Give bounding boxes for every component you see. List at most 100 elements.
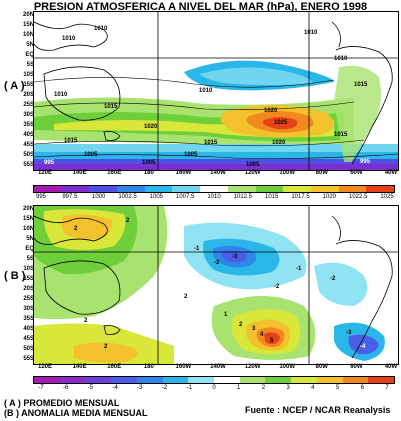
contour-label: 1005: [142, 160, 156, 166]
colorbar-swatch: [89, 186, 118, 192]
contour-label: -3: [346, 330, 352, 336]
lon-tick-label: 120E: [37, 364, 53, 370]
lon-tick-label: 60W: [350, 170, 363, 176]
lon-tick-label: 100W: [279, 170, 296, 176]
colorbar-tick-label: 995: [35, 194, 47, 200]
contour-label: 995: [360, 159, 371, 165]
colorbar-tick-label: 997.5: [62, 194, 78, 200]
colorbar-a-labels: 995 997.5 1000 1002.5 1005 1007.5 1010 1012.5 10…: [33, 194, 395, 203]
lon-tick-label: 160E: [107, 364, 122, 370]
colorbar-swatch: [366, 186, 394, 192]
lat-tick-label: 30S: [23, 306, 34, 312]
lon-tick-label: 80W: [315, 364, 328, 370]
lat-tick-label: 5N: [26, 42, 34, 48]
colorbar-tick-label: 4: [311, 385, 315, 391]
colorbar-tick-label: 1000: [91, 194, 106, 200]
colorbar-swatch: [338, 186, 367, 192]
colorbar-tick-label: 1017.5: [291, 194, 310, 200]
contour-label: -1: [194, 246, 200, 252]
lon-tick-label: 140E: [72, 364, 87, 370]
colorbar-tick-label: -1: [186, 385, 192, 391]
contour-label: 2: [104, 344, 108, 350]
lat-tick-label: 15N: [22, 216, 34, 222]
colorbar-swatch: [310, 186, 339, 192]
lat-tick-label: 15S: [23, 82, 34, 88]
lat-tick-label: 30S: [23, 112, 34, 118]
colorbar-tick-label: 1015: [264, 194, 279, 200]
contour-label: 1005: [184, 152, 198, 158]
lat-tick-label: 40S: [23, 132, 34, 138]
colorbar-swatch: [117, 186, 145, 192]
lat-tick-label: 35S: [23, 316, 34, 322]
lat-tick-label: 20S: [23, 286, 34, 292]
lat-tick-label: 40S: [23, 326, 34, 332]
colorbar-tick-label: -5: [87, 385, 94, 391]
lon-tick-label: 40W: [384, 170, 398, 176]
panel-b-label: ( B ): [4, 270, 26, 282]
contour-label: 1020: [264, 108, 278, 114]
colorbar-swatch: [111, 377, 137, 383]
contour-label: 1015: [334, 132, 348, 138]
lat-tick-label: 50S: [23, 346, 34, 352]
figure-title: PRESION ATMOSFERICA A NIVEL DEL MAR (hPa…: [33, 1, 368, 13]
contour-label: 2: [74, 226, 78, 232]
colorbar-tick-label: -7: [38, 385, 44, 391]
lat-tick-label: 20N: [22, 12, 34, 18]
contour-label: 1010: [54, 92, 68, 98]
lon-tick-label: 160E: [107, 170, 122, 176]
colorbar-swatch: [144, 186, 173, 192]
lat-tick-label: EQ: [25, 52, 34, 58]
contour-label: 1015: [354, 82, 368, 88]
contour-label: 2: [84, 318, 88, 324]
colorbar-tick-label: 2: [261, 385, 266, 391]
colorbar-b-labels: -7 -6 -5 -4 -3 -2 -1 0 1 2 3 4 5 6 7: [33, 385, 395, 394]
colorbar-tick-label: 3: [286, 385, 290, 391]
colorbar-swatch: [200, 186, 228, 192]
lat-tick-label: 15N: [22, 22, 34, 28]
lat-tick-label: 5N: [26, 236, 34, 242]
lon-tick-label: 160W: [175, 170, 192, 176]
contour-label: 1010: [62, 36, 76, 42]
lat-tick-label: EQ: [25, 246, 34, 252]
lat-tick-label: 55S: [23, 162, 34, 168]
colorbar-swatch: [136, 377, 163, 383]
contour-label: 1020: [272, 140, 286, 146]
colorbar-swatch: [227, 186, 256, 192]
colorbar-swatch: [34, 186, 62, 192]
panel-a-label: ( A ): [4, 80, 25, 92]
lon-tick-label: 140E: [72, 170, 87, 176]
lat-tick-label: 45S: [23, 142, 34, 148]
lon-tick-label: 40W: [384, 364, 398, 370]
colorbar-tick-label: 5: [335, 385, 340, 391]
colorbar-b: [33, 376, 395, 384]
colorbar-swatch: [255, 186, 284, 192]
lon-tick-label: 160W: [175, 364, 192, 370]
contour-label: 1010: [94, 26, 108, 32]
contour-label: -2: [214, 260, 220, 266]
lon-tick-label: 120E: [37, 170, 53, 176]
contour-label: 5: [270, 338, 274, 344]
contour-label: 1015: [104, 104, 118, 110]
contour-label: -4: [360, 344, 366, 350]
colorbar-swatch: [214, 377, 240, 383]
colorbar-tick-label: -2: [161, 385, 168, 391]
colorbar-swatch: [188, 377, 215, 383]
lon-axis-b: 120E 140E 160E 180 160W 140W 120W 100W 80W 60W 40W: [33, 364, 397, 373]
lat-tick-label: 25S: [23, 102, 34, 108]
colorbar-tick-label: 1: [237, 385, 241, 391]
colorbar-tick-label: 7: [385, 385, 389, 391]
legend-a: ( A ) PROMEDIO MENSUAL: [4, 398, 120, 408]
contour-label: 1: [224, 312, 228, 318]
colorbar-swatch: [172, 186, 201, 192]
lon-axis-a: 120E 140E 160E 180 160W 140W 120W 100W 80W 60W 40W: [33, 170, 397, 179]
contour-label: -1: [296, 266, 302, 272]
lat-tick-label: 25S: [23, 296, 34, 302]
colorbar-swatch: [316, 377, 343, 383]
contour-label: 1010: [304, 30, 318, 36]
lon-tick-label: 140W: [210, 170, 226, 176]
lat-tick-label: 20S: [23, 92, 34, 98]
lat-tick-label: 15S: [23, 276, 34, 282]
colorbar-swatch: [34, 377, 60, 383]
contour-label: 2: [239, 322, 243, 328]
contour-label: 1015: [64, 138, 78, 144]
